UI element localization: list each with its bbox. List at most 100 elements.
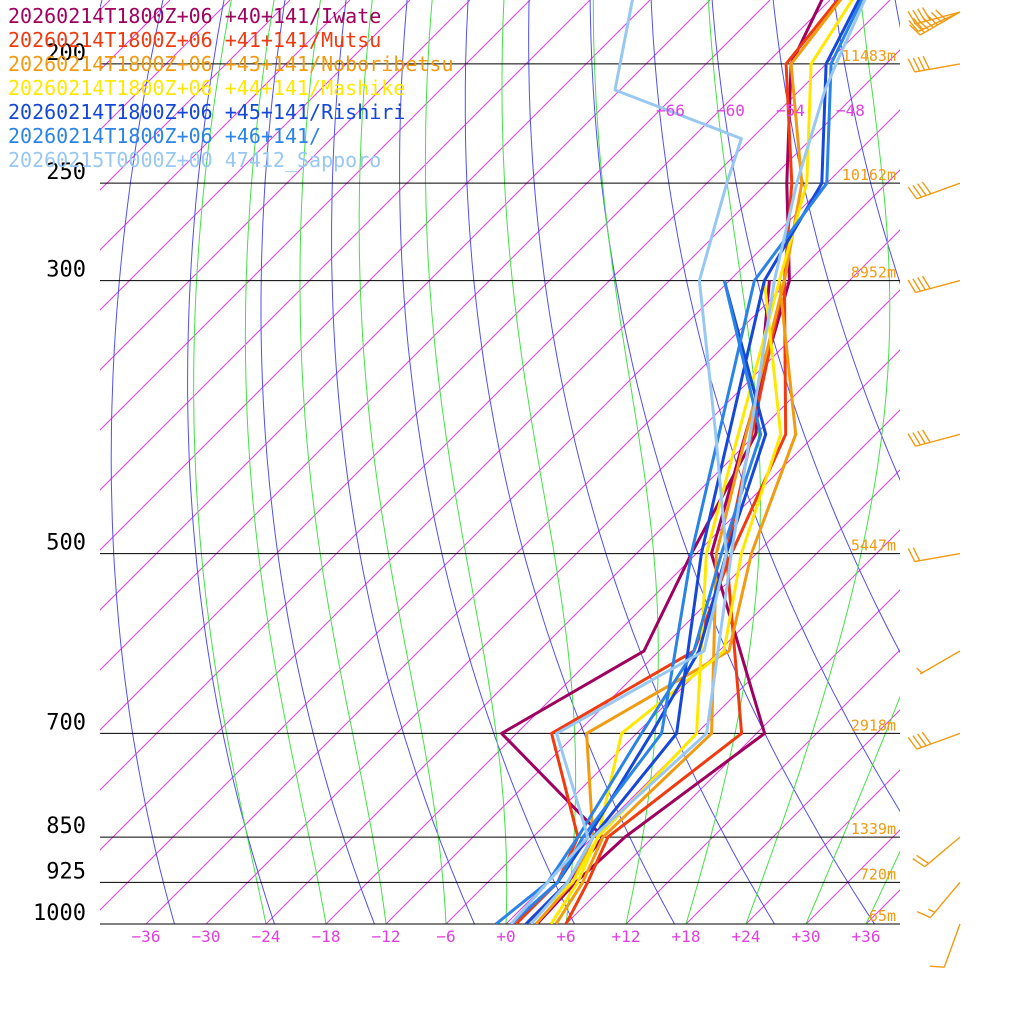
isobar-lines [100, 63, 900, 925]
isotherm [445, 469, 900, 924]
height-label: 2918m [851, 716, 896, 734]
legend-entry: 20260214T1800Z+06 +45+141/Rishiri [8, 100, 406, 124]
barb-staff [915, 433, 961, 447]
dry-adiabat [464, 0, 675, 924]
height-label: 10162m [842, 166, 896, 184]
dry-adiabat [528, 0, 775, 924]
barb-flag [907, 58, 916, 73]
top-temp-label: −54 [776, 101, 805, 120]
temp-tick-label: +30 [792, 927, 821, 946]
isotherm [100, 49, 900, 851]
temp-tick-label: +6 [556, 927, 575, 946]
temp-tick-label: −36 [132, 927, 161, 946]
wind-barbs [907, 7, 961, 968]
sounding-series [495, 0, 867, 924]
barb-flag [907, 548, 916, 562]
axis-labels: 100150200250300500700850925100015916m133… [33, 41, 896, 946]
height-label: 720m [860, 865, 896, 883]
legend-entry: 20260214T1800Z+06 +41+141/Mutsu [8, 28, 382, 52]
isotherm [100, 0, 531, 431]
dry-adiabat [110, 0, 175, 924]
barb-flag [916, 911, 931, 919]
barb-flag [912, 735, 923, 748]
moist-adiabat [865, 850, 900, 924]
barb-flag [917, 8, 926, 22]
dry-adiabat [260, 0, 375, 924]
dry-adiabat [921, 0, 1024, 924]
wind-barb [907, 731, 961, 750]
barb-flag [907, 433, 917, 447]
isotherm [565, 589, 900, 924]
barb-staff [915, 11, 961, 25]
isotherm [100, 0, 651, 551]
pressure-label: 250 [46, 160, 86, 185]
legend: 20260214T1800Z+06 +40+141/Iwate 20260214T… [8, 4, 454, 172]
wind-barb [907, 547, 961, 563]
pressure-label: 1000 [33, 901, 86, 926]
isotherm [100, 0, 411, 311]
barb-staff [929, 881, 961, 919]
pressure-label: 850 [46, 814, 86, 839]
barb-flag [917, 183, 927, 196]
temp-tick-label: −30 [192, 927, 221, 946]
temperature-line-6 [529, 0, 867, 924]
temp-tick-label: +0 [496, 927, 515, 946]
isotherm [100, 0, 831, 731]
pressure-label: 925 [46, 859, 86, 884]
height-label: 8952m [851, 264, 896, 282]
isotherm [625, 649, 900, 924]
wind-barb [907, 181, 961, 200]
isotherm [100, 0, 711, 611]
legend-entry: 20260215T0000Z+00 47412_Sapporo [8, 148, 382, 172]
isotherm [685, 709, 900, 924]
barb-flag [909, 24, 921, 36]
barb-staff [924, 836, 961, 868]
height-label: 1339m [851, 820, 896, 838]
barb-flag [929, 965, 945, 968]
isotherm [865, 889, 900, 924]
dewpoint-line-3 [525, 280, 783, 924]
dewpoint-line-5 [495, 280, 763, 924]
dewpoint-line-1 [514, 280, 788, 924]
temp-tick-label: +18 [672, 927, 701, 946]
barb-staff [916, 182, 961, 200]
dry-adiabat [399, 0, 575, 924]
barb-flag [921, 429, 931, 443]
isotherm [265, 289, 900, 924]
isotherm-lines [100, 0, 1024, 924]
barb-flag [935, 9, 947, 21]
barb-flag [917, 430, 926, 445]
barb-staff [918, 11, 961, 33]
temp-tick-label: −18 [312, 927, 341, 946]
height-label: 11483m [842, 47, 896, 65]
barb-flag [907, 186, 918, 200]
isotherm [100, 0, 471, 371]
wind-barb [912, 836, 961, 868]
barb-staff [943, 923, 961, 968]
dry-adiabat [772, 0, 900, 481]
barb-flag [912, 547, 921, 562]
barb-half-flag [927, 908, 936, 913]
barb-flag [907, 736, 918, 750]
height-label: 5447m [851, 537, 896, 555]
barb-flag [907, 11, 917, 25]
pressure-label: 200 [46, 41, 86, 66]
temp-tick-label: −6 [436, 927, 455, 946]
barb-flag [912, 278, 921, 292]
legend-entry: 20260214T1800Z+06 +43+141/Noboribetsu [8, 52, 454, 76]
barb-staff [914, 63, 961, 73]
temp-tick-label: +24 [732, 927, 761, 946]
temperature-line-2 [554, 0, 843, 924]
pressure-label: 500 [46, 531, 86, 556]
top-temp-label: −66 [656, 101, 685, 120]
wind-barb [929, 923, 961, 968]
barb-flag [908, 19, 919, 32]
temperature-line-5 [510, 0, 864, 924]
isotherm [986, 0, 1024, 924]
isotherm [385, 409, 900, 924]
temp-tick-label: −24 [252, 927, 281, 946]
barb-flag [922, 55, 931, 70]
temp-tick-label: −12 [372, 927, 401, 946]
dry-adiabat [650, 0, 900, 813]
